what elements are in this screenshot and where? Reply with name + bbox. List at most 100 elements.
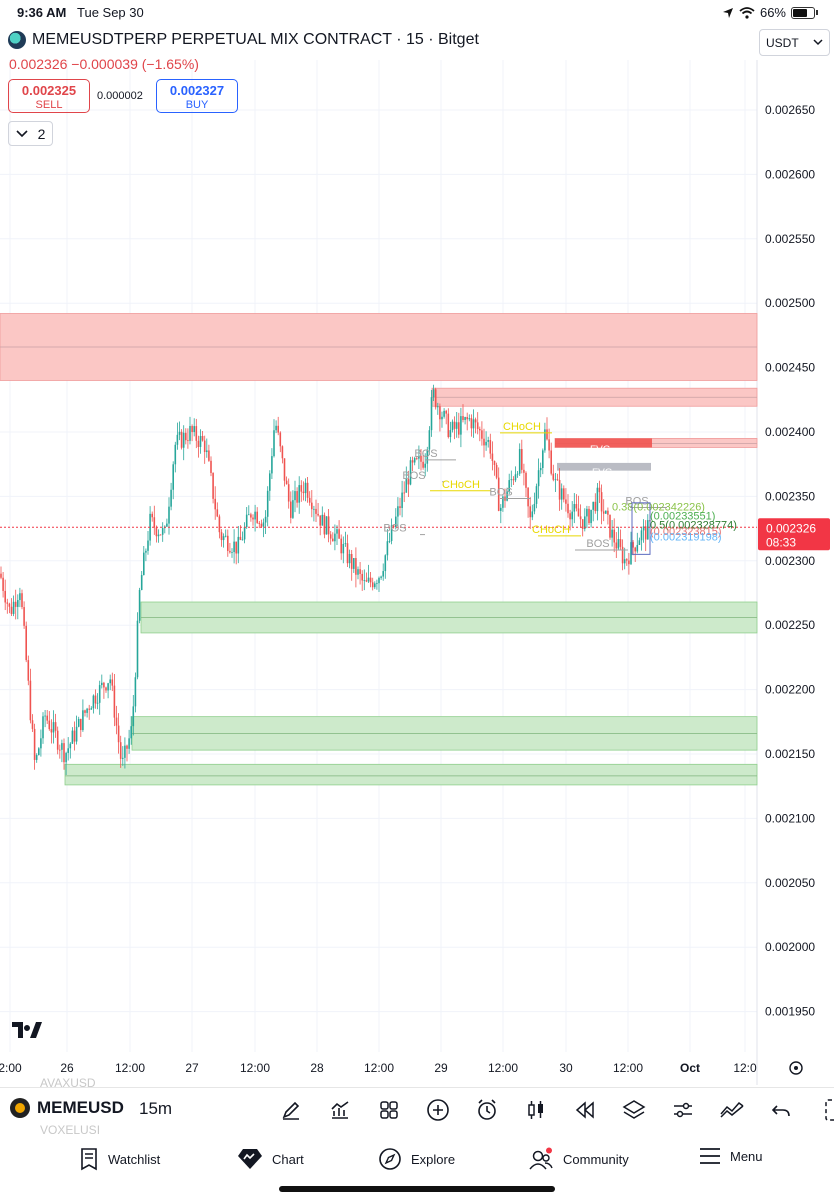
x-tick-label: 12:00 xyxy=(240,1061,270,1075)
candle-body xyxy=(14,601,17,607)
candle-body xyxy=(344,543,347,545)
alert-icon[interactable] xyxy=(462,1096,511,1124)
more-icon[interactable] xyxy=(805,1096,834,1124)
indicators-icon[interactable] xyxy=(315,1096,364,1124)
candle-body xyxy=(113,685,116,718)
candle-body xyxy=(203,440,206,453)
candle-body xyxy=(548,439,550,451)
candle-body xyxy=(130,726,132,739)
candle-body xyxy=(149,513,151,541)
symbol-header[interactable]: MEMEUSDTPERP PERPETUAL MIX CONTRACT · 15… xyxy=(8,31,479,49)
currency-select[interactable]: USDT xyxy=(759,29,830,56)
candle-body xyxy=(67,748,69,753)
nav-menu[interactable]: Menu xyxy=(699,1147,763,1165)
undo-icon[interactable] xyxy=(756,1096,805,1124)
candle-body xyxy=(12,601,15,614)
axis-settings-icon xyxy=(789,1061,803,1075)
candle-body xyxy=(575,504,578,509)
indicators-toggle-button[interactable]: 2 xyxy=(8,121,53,146)
compare-icon[interactable] xyxy=(707,1096,756,1124)
chart-type-icon[interactable] xyxy=(511,1096,560,1124)
bar-countdown: 08:33 xyxy=(766,535,796,549)
candle-body xyxy=(252,517,254,520)
candle-body xyxy=(342,543,345,554)
candle-body xyxy=(338,529,340,539)
candle-body xyxy=(556,479,559,481)
templates-icon[interactable] xyxy=(364,1096,413,1124)
candle-body xyxy=(250,514,252,518)
nav-explore[interactable]: Explore xyxy=(378,1147,455,1171)
candle-body xyxy=(285,480,288,485)
candle-body xyxy=(214,498,216,510)
candle-body xyxy=(210,460,212,473)
candle-body xyxy=(350,553,353,569)
candle-body xyxy=(590,509,592,524)
candle-body xyxy=(40,738,42,749)
candle-body xyxy=(577,508,580,517)
candle-body xyxy=(317,513,319,516)
structure-label: BOS xyxy=(414,448,437,460)
candle-body xyxy=(600,492,603,512)
candle-body xyxy=(132,706,135,727)
candle-body xyxy=(329,534,332,539)
candle-body xyxy=(495,464,498,478)
candle-body xyxy=(523,469,525,473)
spread-value: 0.000002 xyxy=(97,90,143,102)
candle-body xyxy=(222,536,225,541)
settings-icon[interactable] xyxy=(658,1096,707,1124)
candle-body xyxy=(23,607,25,626)
y-tick-label: 0.002650 xyxy=(765,103,815,117)
nav-explore-label: Explore xyxy=(411,1151,456,1167)
candle-body xyxy=(546,429,548,440)
candle-body xyxy=(94,695,97,704)
structure-label: CHoCH xyxy=(503,421,541,433)
candle-body xyxy=(533,503,536,512)
sell-button[interactable]: 0.002325 SELL xyxy=(8,79,90,113)
candle-body xyxy=(506,491,508,501)
candle-body xyxy=(474,419,477,423)
structure-label: BOS xyxy=(383,523,406,535)
candle-body xyxy=(0,573,2,578)
candle-body xyxy=(296,491,298,503)
candle-body xyxy=(269,473,271,491)
candle-body xyxy=(197,440,200,447)
candle-body xyxy=(581,519,584,529)
candle-body xyxy=(25,625,27,661)
candle-body xyxy=(2,577,4,591)
add-icon[interactable] xyxy=(413,1096,462,1124)
candle-body xyxy=(525,472,527,488)
candle-body xyxy=(441,416,443,420)
symbol-selector[interactable]: MEMEUSD xyxy=(10,1098,124,1118)
buy-button[interactable]: 0.002327 BUY xyxy=(156,79,238,113)
candle-body xyxy=(35,754,38,760)
chevron-down-icon xyxy=(813,39,823,46)
candle-body xyxy=(151,513,153,518)
candle-body xyxy=(84,710,86,713)
candle-body xyxy=(323,514,326,535)
candle-body xyxy=(216,509,219,517)
interval-selector[interactable]: 15m xyxy=(139,1099,173,1118)
candle-body xyxy=(176,434,179,445)
x-tick-label: 2:00 xyxy=(0,1061,22,1075)
candle-body xyxy=(611,529,613,538)
candle-body xyxy=(468,418,471,420)
y-tick-label: 0.002100 xyxy=(765,811,815,825)
nav-community[interactable]: Community xyxy=(528,1147,629,1171)
candle-body xyxy=(292,500,294,518)
price-chart[interactable]: 0.002650 0.002600 0.002550 0.002500 0.002450… xyxy=(0,0,834,1085)
nav-watchlist[interactable]: Watchlist xyxy=(79,1147,160,1171)
draw-icon[interactable] xyxy=(266,1096,315,1124)
candle-body xyxy=(502,496,504,508)
layers-icon[interactable] xyxy=(609,1096,658,1124)
candle-body xyxy=(554,479,557,481)
candle-body xyxy=(191,426,193,433)
candle-body xyxy=(138,589,141,621)
candle-body xyxy=(500,507,502,511)
candle-body xyxy=(531,511,534,518)
wifi-icon xyxy=(739,6,755,19)
candle-body xyxy=(319,515,321,526)
candle-body xyxy=(227,535,229,551)
replay-icon[interactable] xyxy=(560,1096,609,1124)
nav-chart[interactable]: Chart xyxy=(237,1147,304,1171)
y-tick-label: 0.002400 xyxy=(765,425,815,439)
